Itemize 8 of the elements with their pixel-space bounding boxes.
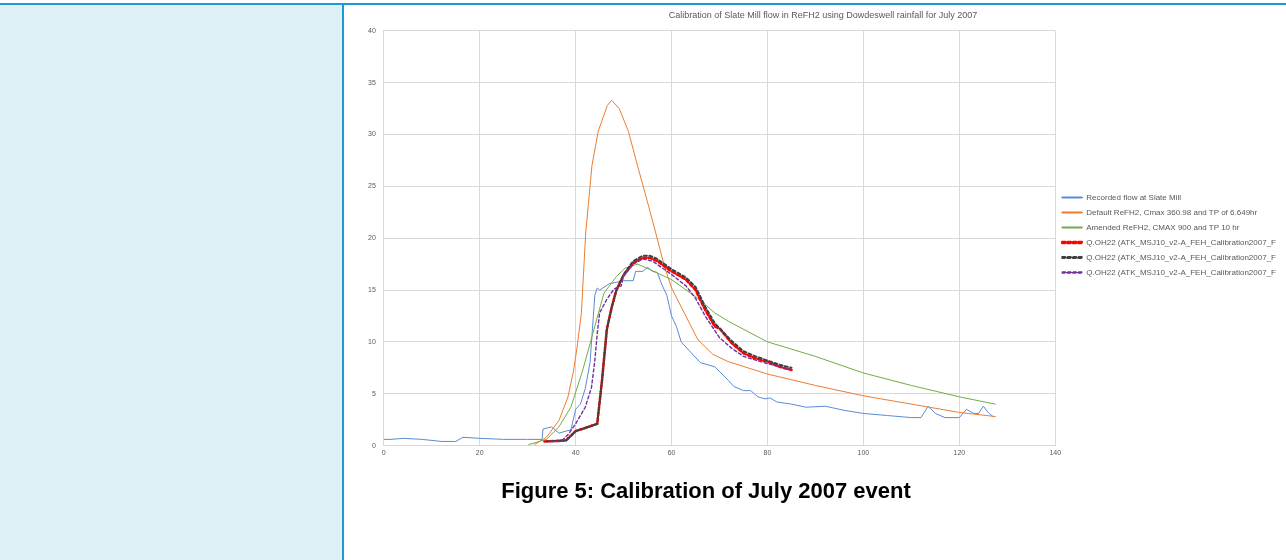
legend-label: Q.OH22 (ATK_MSJ10_v2-A_FEH_Calibration2007_F [1086,237,1277,247]
legend-label: Recorded flow at Slate Mill [1086,192,1182,202]
caption: Figure 5: Calibration of July 2007 event [500,478,912,504]
chart-title: Calibration of Slate Mill flow in ReFH2 using Dowdeswell rainfall for July 2007 [668,9,978,20]
legend-label: Default ReFH2, Cmax 360.98 and TP of 6.649hr [1086,207,1258,217]
legend-label: Amended ReFH2, CMAX 900 and TP 10 hr [1086,222,1240,232]
legend-label: Q.OH22 (ATK_MSJ10_v2-A_FEH_Calibration2007_F [1086,267,1277,277]
legend-label: Q.OH22 (ATK_MSJ10_v2-A_FEH_Calibration2007_F [1086,252,1277,262]
